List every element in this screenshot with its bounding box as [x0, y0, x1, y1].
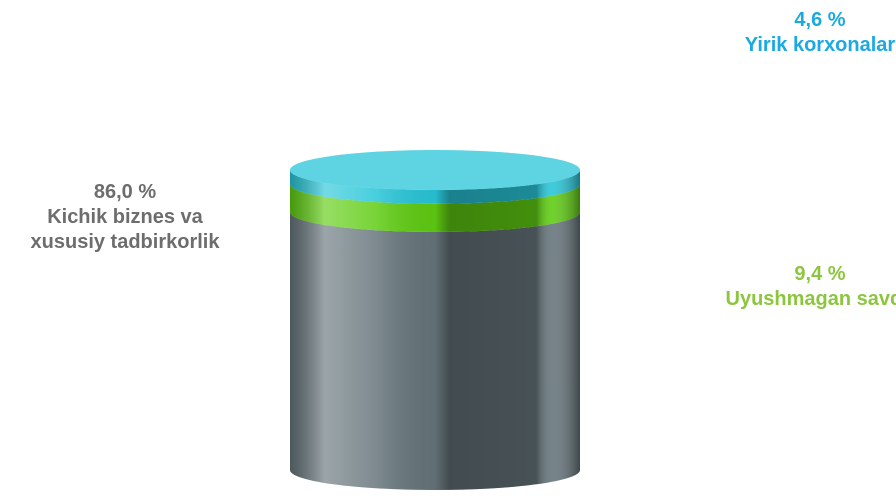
value-label: 9,4 % — [794, 263, 846, 285]
segment-label: 4,6 % Yirik korxonalar — [720, 8, 896, 58]
segment-shade — [290, 183, 580, 232]
value-label: 4,6 % — [794, 9, 846, 31]
category-label: Kichik biznes va xususiy tadbirkorlik — [30, 206, 220, 253]
category-label: Uyushmagan savdo — [725, 288, 896, 310]
category-label: Yirik korxonalar — [744, 34, 896, 56]
value-label: 86,0 % — [93, 181, 157, 203]
segment-shade — [290, 212, 580, 490]
segment-label: 9,4 % Uyushmagan savdo — [720, 262, 896, 312]
cylinder-top — [290, 150, 580, 190]
cylinder-top-highlight — [290, 150, 580, 190]
segment-label: 86,0 % Kichik biznes va xususiy tadbirkor… — [30, 180, 220, 255]
segment-shade — [290, 170, 580, 204]
